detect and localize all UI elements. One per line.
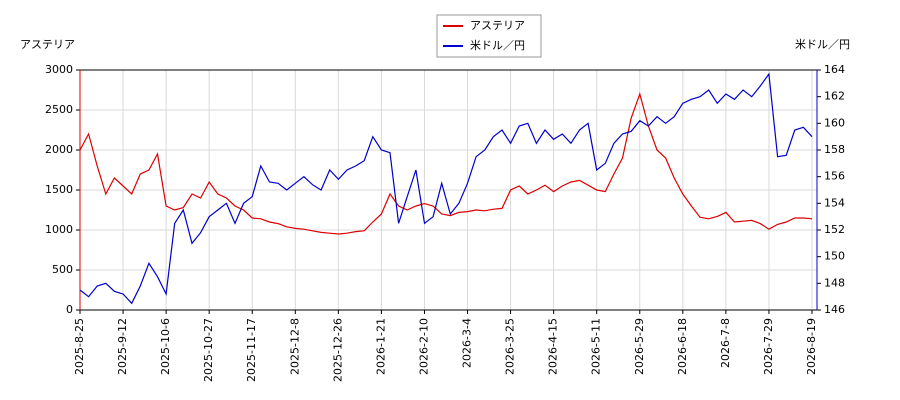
y2-tick-label: 160 — [824, 116, 845, 129]
x-tick-label: 2026-4-15 — [547, 318, 560, 375]
series-line — [79, 72, 813, 305]
legend-box — [436, 14, 542, 58]
legend-label: アステリア — [470, 19, 525, 32]
x-tick-label: 2025-12-8 — [288, 318, 301, 375]
x-tick-label: 2026-2-10 — [417, 318, 430, 375]
x-tick-label: 2026-5-29 — [633, 318, 646, 375]
x-tick-label: 2026-3-25 — [504, 318, 517, 375]
y-tick-label: 1500 — [45, 183, 73, 196]
y2-tick-label: 162 — [824, 90, 845, 103]
y-tick-label: 2500 — [45, 103, 73, 116]
y2-tick-label: 164 — [824, 63, 845, 76]
y-tick-label: 1000 — [45, 223, 73, 236]
y-axis-label: アステリア — [20, 38, 75, 51]
x-tick-label: 2026-1-21 — [374, 318, 387, 375]
series-line — [79, 91, 813, 235]
y2-tick-label: 158 — [824, 143, 845, 156]
x-tick-label: 2025-12-26 — [331, 318, 344, 382]
y2-tick-label: 146 — [824, 303, 845, 316]
y-tick-label: 500 — [52, 263, 73, 276]
y2-tick-label: 154 — [824, 196, 845, 209]
y-tick-label: 3000 — [45, 63, 73, 76]
x-tick-label: 2025-9-12 — [116, 318, 129, 375]
y-tick-label: 2000 — [45, 143, 73, 156]
y-tick-label: 0 — [66, 303, 73, 316]
y2-tick-label: 156 — [824, 170, 845, 183]
y2-tick-label: 148 — [824, 276, 845, 289]
x-tick-label: 2026-7-29 — [762, 318, 775, 375]
y2-tick-label: 150 — [824, 250, 845, 263]
x-tick-label: 2026-7-8 — [719, 318, 732, 368]
x-tick-label: 2025-10-27 — [202, 318, 215, 382]
x-tick-label: 2025-8-25 — [73, 318, 86, 375]
x-tick-label: 2025-11-17 — [245, 318, 258, 382]
x-tick-label: 2026-3-4 — [461, 318, 474, 368]
y2-tick-label: 152 — [824, 223, 845, 236]
legend-label: 米ドル／円 — [470, 39, 525, 52]
x-tick-label: 2025-10-6 — [159, 318, 172, 375]
x-tick-label: 2026-5-11 — [590, 318, 603, 375]
x-tick-label: 2026-8-19 — [805, 318, 818, 375]
y2-axis-label: 米ドル／円 — [795, 38, 850, 51]
x-tick-label: 2026-6-18 — [676, 318, 689, 375]
